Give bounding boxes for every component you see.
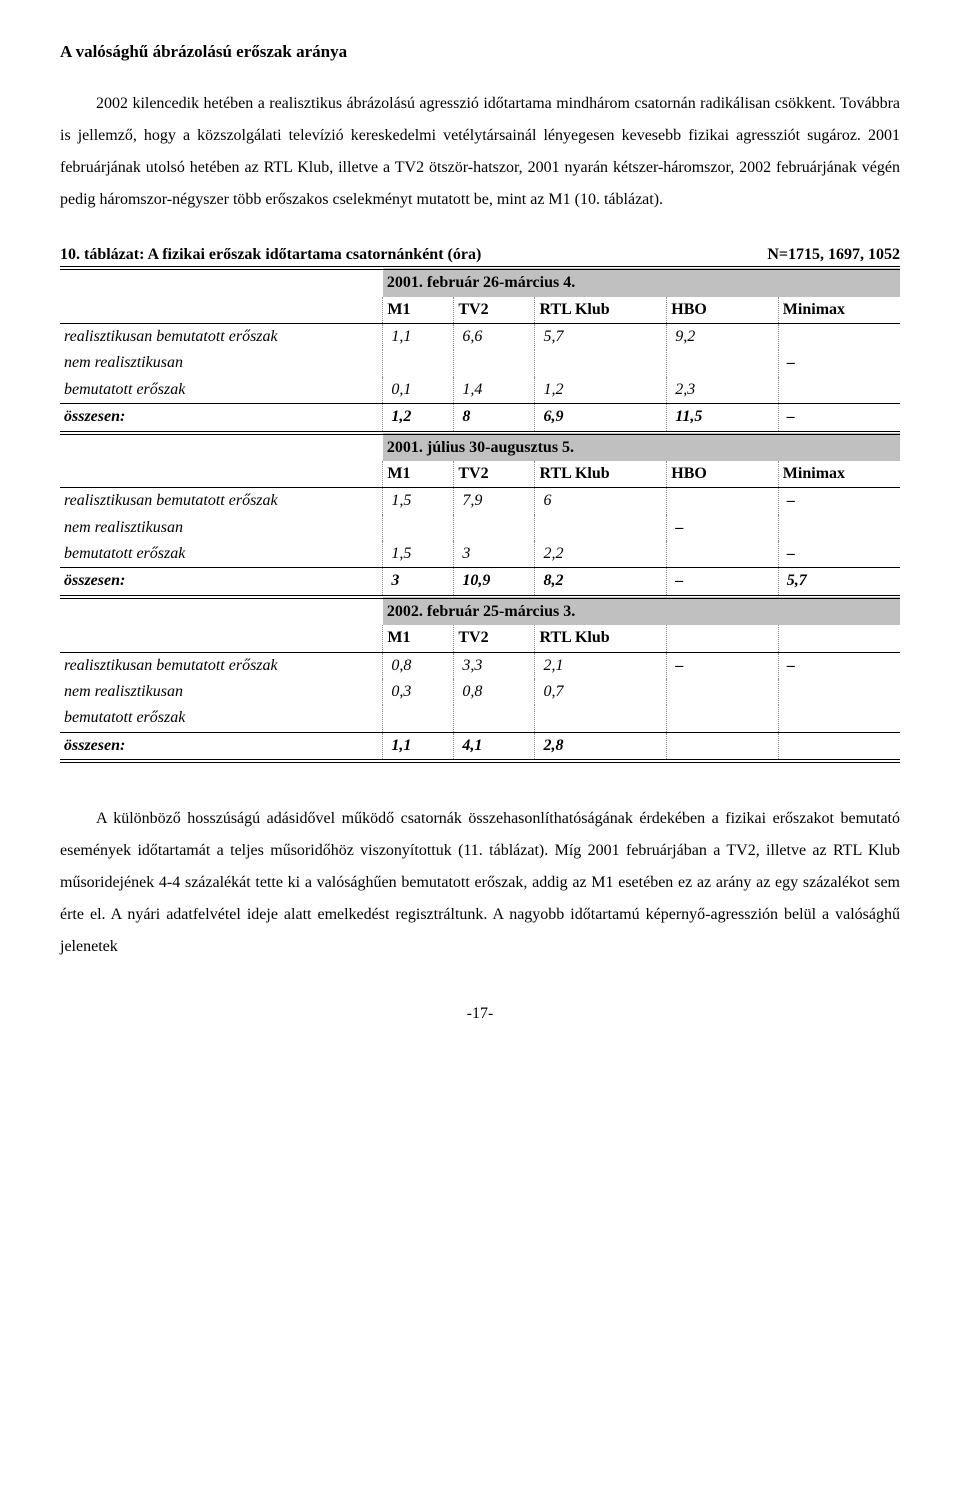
column-header-row: M1 TV2 RTL Klub HBO Minimax xyxy=(60,461,900,488)
col-hbo: HBO xyxy=(667,461,779,488)
cell: 3,3 xyxy=(454,652,535,679)
cell: 0,8 xyxy=(383,652,454,679)
row-label-nonrealistic-a: nem realisztikusan xyxy=(60,679,383,705)
cell: 1,4 xyxy=(454,377,535,404)
period-row: 2002. február 25-március 3. xyxy=(60,597,900,625)
cell: 3 xyxy=(383,568,454,597)
row-label-total: összesen: xyxy=(60,732,383,761)
col-hbo: HBO xyxy=(667,297,779,324)
cell: 1,5 xyxy=(383,541,454,568)
col-m1: M1 xyxy=(383,461,454,488)
row-label-nonrealistic-a: nem realisztikusan xyxy=(60,515,383,541)
cell: 8 xyxy=(454,404,535,433)
cell xyxy=(667,488,779,515)
page-number: -17- xyxy=(60,1003,900,1025)
cell: 2,2 xyxy=(535,541,667,568)
column-header-row: M1 TV2 RTL Klub xyxy=(60,625,900,652)
cell: 10,9 xyxy=(454,568,535,597)
cell: 2,3 xyxy=(667,377,779,404)
column-header-row: M1 TV2 RTL Klub HBO Minimax xyxy=(60,297,900,324)
row-label-realistic: realisztikusan bemutatott erőszak xyxy=(60,323,383,350)
period-row: 2001. február 26-március 4. xyxy=(60,268,900,296)
cell: 6,9 xyxy=(535,404,667,433)
row-label-nonrealistic-b: bemutatott erőszak xyxy=(60,705,383,732)
table-row: realisztikusan bemutatott erőszak 1,5 7,… xyxy=(60,488,900,515)
row-label-nonrealistic-a: nem realisztikusan xyxy=(60,350,383,376)
cell: 0,7 xyxy=(535,679,667,705)
period-title: 2001. február 26-március 4. xyxy=(383,268,900,296)
cell: 0,8 xyxy=(454,679,535,705)
cell: 0,1 xyxy=(383,377,454,404)
row-label-nonrealistic-b: bemutatott erőszak xyxy=(60,541,383,568)
total-row: összesen: 1,1 4,1 2,8 xyxy=(60,732,900,761)
paragraph-2: A különböző hosszúságú adásidővel működő… xyxy=(60,803,900,963)
cell: 5,7 xyxy=(778,568,900,597)
table-10: 2001. február 26-március 4. M1 TV2 RTL K… xyxy=(60,266,900,763)
col-minimax: Minimax xyxy=(778,297,900,324)
cell: 4,1 xyxy=(454,732,535,761)
cell: 6,6 xyxy=(454,323,535,350)
col-rtl: RTL Klub xyxy=(535,297,667,324)
col-minimax: Minimax xyxy=(778,461,900,488)
cell: 7,9 xyxy=(454,488,535,515)
cell: 6 xyxy=(535,488,667,515)
table-row: bemutatott erőszak 1,5 3 2,2 – xyxy=(60,541,900,568)
cell: 1,1 xyxy=(383,323,454,350)
cell: 2,8 xyxy=(535,732,667,761)
cell: 1,2 xyxy=(535,377,667,404)
period-title: 2002. február 25-március 3. xyxy=(383,597,900,625)
total-row: összesen: 3 10,9 8,2 – 5,7 xyxy=(60,568,900,597)
cell: – xyxy=(667,652,779,679)
cell: – xyxy=(667,515,779,541)
period-row: 2001. július 30-augusztus 5. xyxy=(60,433,900,461)
col-rtl: RTL Klub xyxy=(535,625,667,652)
table-row: nem realisztikusan 0,3 0,8 0,7 xyxy=(60,679,900,705)
row-label-nonrealistic-b: bemutatott erőszak xyxy=(60,377,383,404)
table-row: realisztikusan bemutatott erőszak 1,1 6,… xyxy=(60,323,900,350)
table-caption: 10. táblázat: A fizikai erőszak időtarta… xyxy=(60,244,900,266)
cell: 1,5 xyxy=(383,488,454,515)
table-row: nem realisztikusan – xyxy=(60,515,900,541)
cell xyxy=(778,323,900,350)
table-row: bemutatott erőszak xyxy=(60,705,900,732)
cell: 5,7 xyxy=(535,323,667,350)
cell: – xyxy=(778,541,900,568)
row-label-realistic: realisztikusan bemutatott erőszak xyxy=(60,652,383,679)
cell: 1,2 xyxy=(383,404,454,433)
row-label-realistic: realisztikusan bemutatott erőszak xyxy=(60,488,383,515)
col-m1: M1 xyxy=(383,297,454,324)
cell: 11,5 xyxy=(667,404,779,433)
table-row: nem realisztikusan – xyxy=(60,350,900,376)
cell: 9,2 xyxy=(667,323,779,350)
cell: 1,1 xyxy=(383,732,454,761)
cell: 2,1 xyxy=(535,652,667,679)
table-caption-right: N=1715, 1697, 1052 xyxy=(767,244,900,266)
table-row: realisztikusan bemutatott erőszak 0,8 3,… xyxy=(60,652,900,679)
cell: – xyxy=(778,652,900,679)
cell: – xyxy=(778,488,900,515)
col-tv2: TV2 xyxy=(454,625,535,652)
table-row: bemutatott erőszak 0,1 1,4 1,2 2,3 xyxy=(60,377,900,404)
col-tv2: TV2 xyxy=(454,461,535,488)
col-tv2: TV2 xyxy=(454,297,535,324)
col-rtl: RTL Klub xyxy=(535,461,667,488)
cell: – xyxy=(778,404,900,433)
total-row: összesen: 1,2 8 6,9 11,5 – xyxy=(60,404,900,433)
row-label-total: összesen: xyxy=(60,404,383,433)
section-heading: A valósághű ábrázolású erőszak aránya xyxy=(60,40,900,64)
row-label-total: összesen: xyxy=(60,568,383,597)
paragraph-1: 2002 kilencedik hetében a realisztikus á… xyxy=(60,88,900,216)
cell: 8,2 xyxy=(535,568,667,597)
cell: 3 xyxy=(454,541,535,568)
cell: – xyxy=(778,350,900,376)
period-title: 2001. július 30-augusztus 5. xyxy=(383,433,900,461)
cell: – xyxy=(667,568,779,597)
table-caption-left: 10. táblázat: A fizikai erőszak időtarta… xyxy=(60,244,481,266)
col-m1: M1 xyxy=(383,625,454,652)
cell: 0,3 xyxy=(383,679,454,705)
